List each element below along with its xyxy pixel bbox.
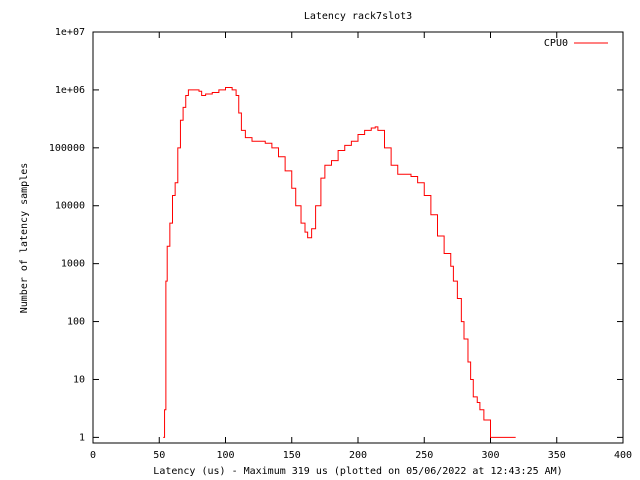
x-tick-label: 200: [349, 450, 367, 461]
data-line: [163, 87, 516, 438]
plot-frame: [92, 31, 624, 444]
y-tick-label: 100: [67, 317, 85, 328]
y-tick-label: 1e+07: [55, 27, 85, 38]
y-tick-label: 10: [73, 374, 85, 385]
x-tick-label: 250: [415, 450, 433, 461]
x-tick-label: 400: [614, 450, 632, 461]
x-tick-label: 50: [153, 450, 165, 461]
y-tick-label: 1000: [61, 259, 85, 270]
x-tick-label: 100: [216, 450, 234, 461]
y-tick-label: 100000: [49, 143, 85, 154]
x-tick-label: 300: [481, 450, 499, 461]
x-tick-label: 150: [283, 450, 301, 461]
x-tick-label: 350: [548, 450, 566, 461]
x-tick-label: 0: [90, 450, 96, 461]
y-axis-label: Number of latency samples: [19, 163, 30, 314]
x-axis-label: Latency (us) - Maximum 319 us (plotted o…: [153, 466, 562, 477]
chart-title: Latency rack7slot3: [304, 11, 412, 22]
y-tick-label: 1: [79, 432, 85, 443]
y-tick-label: 1e+06: [55, 85, 85, 96]
y-tick-label: 10000: [55, 201, 85, 212]
legend-label: CPU0: [544, 38, 568, 49]
